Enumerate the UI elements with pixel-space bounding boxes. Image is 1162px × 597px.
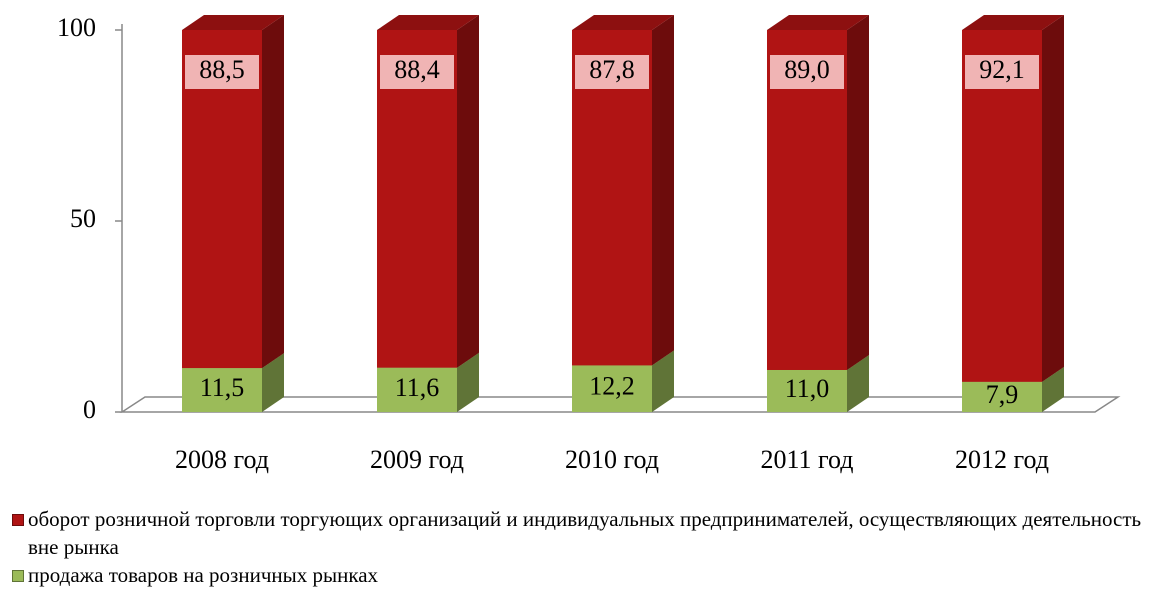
value-label-box [770,55,844,89]
chart: 0 50 100 2008 год 11,5 88,5 2009 год 11,6 88,4 20… [57,13,1121,474]
value-label-box [185,55,259,89]
bar-side [262,15,284,369]
legend: оборот розничной торговли торгующих орга… [12,505,1152,589]
bar-side [1042,15,1064,382]
bar-top [377,15,479,30]
value-label-box [380,55,454,89]
value-label: 11,0 [785,374,830,403]
value-label-box [965,55,1039,89]
bar-side [652,350,674,412]
bar-side [457,15,479,368]
y-tick-label: 0 [83,395,96,424]
value-label: 89,0 [784,55,830,84]
bar-side [262,353,284,412]
bar-top [182,15,284,30]
value-label: 11,5 [200,373,245,402]
x-tick-label: 2011 год [760,445,853,474]
x-tick-label: 2012 год [955,445,1049,474]
value-label: 88,5 [199,55,245,84]
bar-top [962,15,1064,30]
bar-front [572,365,652,412]
bar-front [377,367,457,412]
value-label: 11,6 [395,373,440,402]
value-label: 88,4 [394,55,440,84]
value-label: 92,1 [979,55,1025,84]
bar-front [962,381,1042,412]
bar-side [652,15,674,366]
bar-side [847,15,869,370]
bar-front [182,368,262,412]
y-tick-label: 50 [70,204,96,233]
bar-top [767,15,869,30]
legend-label: продажа товаров на розничных рынках [28,563,379,587]
legend-entry: оборот розничной торговли торгующих орга… [12,505,1152,561]
value-label: 87,8 [589,55,635,84]
value-label: 7,9 [986,380,1019,409]
bar-side [847,354,869,412]
value-label: 12,2 [589,372,635,401]
bar-front [767,369,847,412]
legend-entry: продажа товаров на розничных рынках [12,561,1152,589]
x-tick-label: 2009 год [370,445,464,474]
bar-side [1042,366,1064,412]
value-label-box [575,55,649,89]
bar-top [572,15,674,30]
legend-swatch [12,570,24,582]
bar-side [457,352,479,412]
legend-label: оборот розничной торговли торгующих орга… [28,507,1142,559]
legend-swatch [12,514,24,526]
y-tick-label: 100 [57,13,96,42]
x-tick-label: 2010 год [565,445,659,474]
x-tick-label: 2008 год [175,445,269,474]
